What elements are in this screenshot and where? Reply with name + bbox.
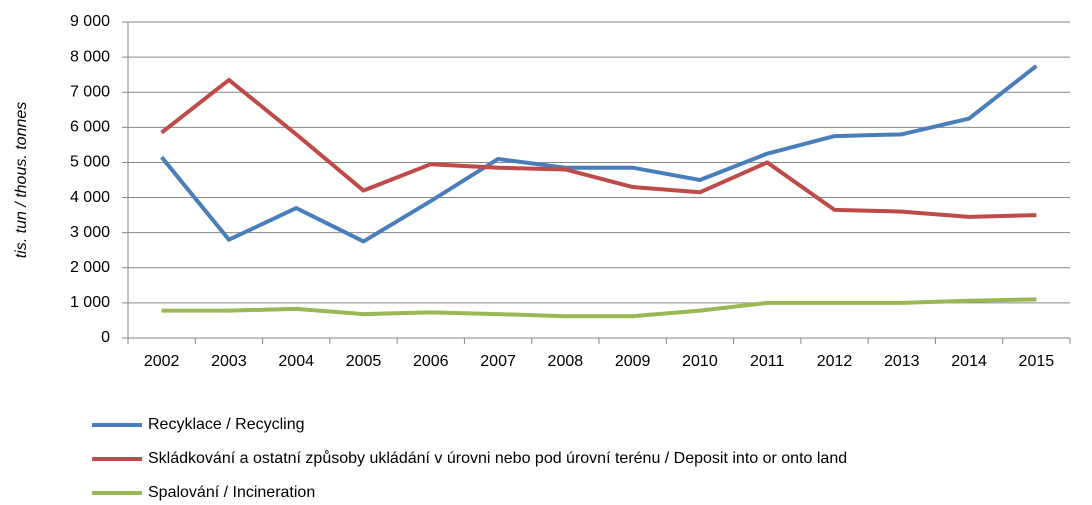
legend-label: Skládkování a ostatní způsoby ukládání v…	[148, 449, 847, 467]
y-axis-label: tis. tun / thous. tonnes	[13, 102, 30, 259]
x-tick-label: 2010	[682, 353, 718, 370]
y-tick-label: 4 000	[70, 189, 110, 206]
x-tick-label: 2003	[211, 353, 247, 370]
x-tick-label: 2009	[615, 353, 651, 370]
x-tick-label: 2002	[144, 353, 180, 370]
y-tick-label: 5 000	[70, 154, 110, 171]
series-line	[160, 64, 1038, 244]
y-tick-label: 8 000	[70, 48, 110, 65]
series-line	[161, 297, 1037, 319]
y-tick-label: 3 000	[70, 224, 110, 241]
y-tick-label: 9 000	[70, 13, 110, 30]
y-tick-label: 2 000	[70, 259, 110, 276]
legend-label: Spalování / Incineration	[148, 484, 315, 501]
x-tick-label: 2015	[1019, 353, 1055, 370]
x-tick-label: 2013	[884, 353, 920, 370]
x-tick-label: 2007	[480, 353, 516, 370]
series-line	[160, 77, 1037, 219]
y-tick-label: 6 000	[70, 119, 110, 136]
x-tick-label: 2005	[346, 353, 382, 370]
y-tick-label: 0	[101, 329, 110, 346]
x-tick-label: 2011	[750, 353, 785, 370]
x-tick-label: 2004	[278, 353, 314, 370]
x-tick-label: 2008	[548, 353, 584, 370]
x-tick-label: 2014	[951, 353, 987, 370]
y-tick-label: 1 000	[70, 294, 110, 311]
x-tick-label: 2012	[817, 353, 853, 370]
legend-label: Recyklace / Recycling	[148, 416, 305, 433]
x-tick-label: 2006	[413, 353, 449, 370]
y-tick-label: 7 000	[70, 83, 110, 100]
